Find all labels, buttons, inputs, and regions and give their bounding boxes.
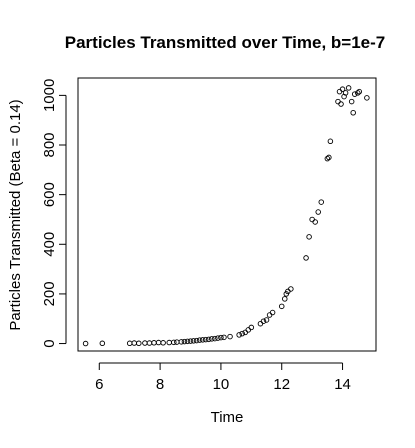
data-point xyxy=(269,309,276,316)
data-point xyxy=(266,312,273,318)
data-point xyxy=(218,334,224,341)
data-point xyxy=(282,296,288,302)
y-tick-label: 600 xyxy=(41,182,58,207)
data-point xyxy=(263,317,270,323)
data-point xyxy=(99,340,106,347)
data-point xyxy=(324,155,331,162)
data-point xyxy=(209,336,215,342)
data-point xyxy=(338,101,344,107)
data-point xyxy=(348,98,355,105)
data-point xyxy=(82,340,89,347)
data-point xyxy=(166,339,172,346)
data-point xyxy=(239,330,245,337)
data-point xyxy=(190,338,197,344)
y-tick-label: 1000 xyxy=(41,79,58,112)
data-point xyxy=(303,255,309,261)
data-point xyxy=(245,327,252,333)
data-point xyxy=(288,286,294,292)
data-point xyxy=(155,339,162,346)
y-tick-label: 0 xyxy=(41,339,58,347)
x-axis: 6 8 10 12 14 xyxy=(95,362,351,393)
data-point xyxy=(178,339,185,345)
y-tick-label: 200 xyxy=(41,281,58,306)
data-point xyxy=(336,88,343,95)
data-point xyxy=(187,338,194,344)
data-point xyxy=(312,219,318,225)
x-tick-label: 12 xyxy=(273,376,290,393)
plot-frame xyxy=(77,77,377,352)
data-point xyxy=(181,338,188,345)
data-point xyxy=(278,303,285,310)
data-point xyxy=(315,209,321,215)
data-point xyxy=(202,336,209,343)
x-tick-label: 10 xyxy=(213,376,230,393)
data-point xyxy=(257,320,264,327)
data-point xyxy=(248,324,255,331)
y-axis: 0 200 400 600 800 1000 xyxy=(41,79,67,348)
data-point xyxy=(318,199,325,205)
data-point xyxy=(227,333,233,340)
data-point xyxy=(126,340,133,347)
data-point xyxy=(309,216,315,223)
data-point xyxy=(212,335,218,342)
data-point xyxy=(199,337,206,343)
data-point xyxy=(326,154,332,161)
data-point xyxy=(355,90,361,96)
data-point xyxy=(196,337,203,343)
data-point xyxy=(151,340,157,346)
data-point xyxy=(206,336,212,343)
data-point xyxy=(327,138,334,145)
data-point xyxy=(342,90,349,96)
x-tick-label: 8 xyxy=(156,376,164,393)
data-point xyxy=(350,109,356,116)
data-point xyxy=(136,340,142,347)
data-point xyxy=(221,334,227,341)
data-point xyxy=(193,337,200,344)
data-point xyxy=(356,88,363,95)
data-point xyxy=(142,340,148,346)
data-point xyxy=(351,91,358,97)
data-point xyxy=(184,338,191,345)
data-point xyxy=(160,340,166,346)
data-point xyxy=(131,340,138,346)
data-point xyxy=(364,95,370,101)
data-point xyxy=(236,332,242,338)
y-axis-label: Particles Transmitted (Beta = 0.14) xyxy=(7,99,24,330)
data-point xyxy=(174,339,180,345)
data-point xyxy=(339,86,346,92)
x-axis-label: Time xyxy=(211,409,244,426)
x-tick-label: 14 xyxy=(334,376,351,393)
data-point xyxy=(215,335,221,341)
data-point xyxy=(171,339,177,346)
data-point xyxy=(335,98,341,105)
y-tick-label: 400 xyxy=(41,232,58,257)
chart-title: Particles Transmitted over Time, b=1e-7 xyxy=(65,33,385,52)
data-point xyxy=(306,234,312,240)
data-point xyxy=(345,85,352,91)
x-tick-label: 6 xyxy=(95,376,103,393)
data-point xyxy=(146,340,153,346)
y-tick-label: 800 xyxy=(41,132,58,157)
data-points xyxy=(82,85,370,347)
data-point xyxy=(260,318,267,324)
